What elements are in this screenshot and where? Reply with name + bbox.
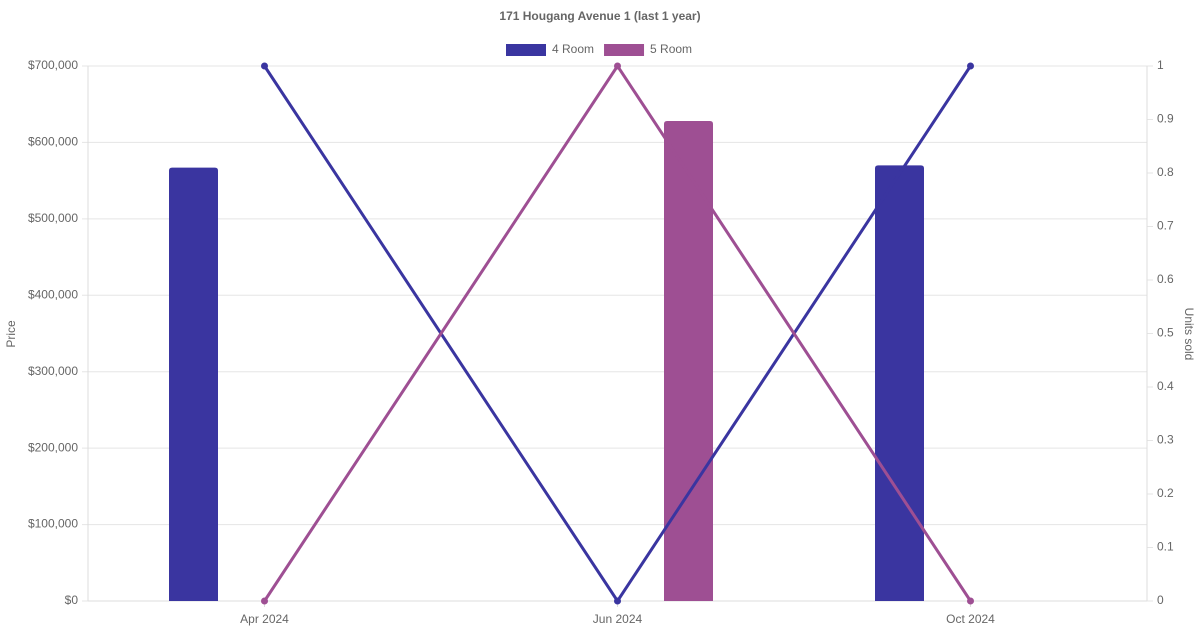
y-tick-label: $200,000 [28, 440, 78, 454]
y2-tick-label: 0.4 [1157, 379, 1174, 393]
y-tick-label: $0 [65, 593, 79, 607]
line [263, 65, 972, 604]
y2-tick-label: 0.8 [1157, 165, 1174, 179]
line-point [614, 62, 621, 70]
bar [875, 165, 924, 601]
y2-tick-label: 0.5 [1157, 326, 1174, 340]
y-tick-label: $700,000 [28, 58, 78, 72]
bar [664, 121, 713, 602]
legend-swatch [506, 44, 546, 56]
y-tick-label: $300,000 [28, 364, 78, 378]
y2-tick-label: 0.9 [1157, 112, 1174, 126]
y-tick-label: $600,000 [28, 135, 78, 149]
line-point [614, 597, 621, 605]
y2-tick-label: 1 [1157, 58, 1164, 72]
x-tick-label: Apr 2024 [240, 612, 289, 626]
y2-tick-label: 0.3 [1157, 433, 1174, 447]
y2-tick-label: 0 [1157, 593, 1164, 607]
y2-axis-title: Units sold [1182, 308, 1196, 361]
line [263, 63, 972, 602]
legend-label: 4 Room [552, 42, 594, 56]
y-tick-label: $100,000 [28, 517, 78, 531]
line-point [261, 597, 268, 605]
legend-label: 5 Room [650, 42, 692, 56]
bar [169, 167, 218, 601]
line-point [261, 62, 268, 70]
chart-title: 171 Hougang Avenue 1 (last 1 year) [499, 9, 700, 23]
y2-tick-label: 0.6 [1157, 272, 1174, 286]
y-tick-label: $500,000 [28, 211, 78, 225]
y2-tick-label: 0.1 [1157, 540, 1174, 554]
y2-tick-label: 0.2 [1157, 486, 1174, 500]
x-tick-label: Oct 2024 [946, 612, 995, 626]
x-tick-label: Jun 2024 [593, 612, 643, 626]
y2-tick-label: 0.7 [1157, 219, 1174, 233]
y-tick-label: $400,000 [28, 287, 78, 301]
y-axis-title: Price [4, 320, 18, 348]
line-point [967, 597, 974, 605]
legend-swatch [604, 44, 645, 56]
line-point [967, 62, 974, 70]
